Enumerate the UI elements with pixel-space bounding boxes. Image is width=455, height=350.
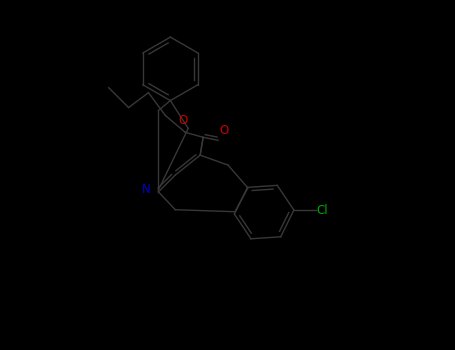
Text: Cl: Cl bbox=[317, 204, 329, 217]
Text: N: N bbox=[142, 183, 151, 196]
Text: O: O bbox=[219, 124, 228, 137]
Text: O: O bbox=[179, 114, 188, 127]
